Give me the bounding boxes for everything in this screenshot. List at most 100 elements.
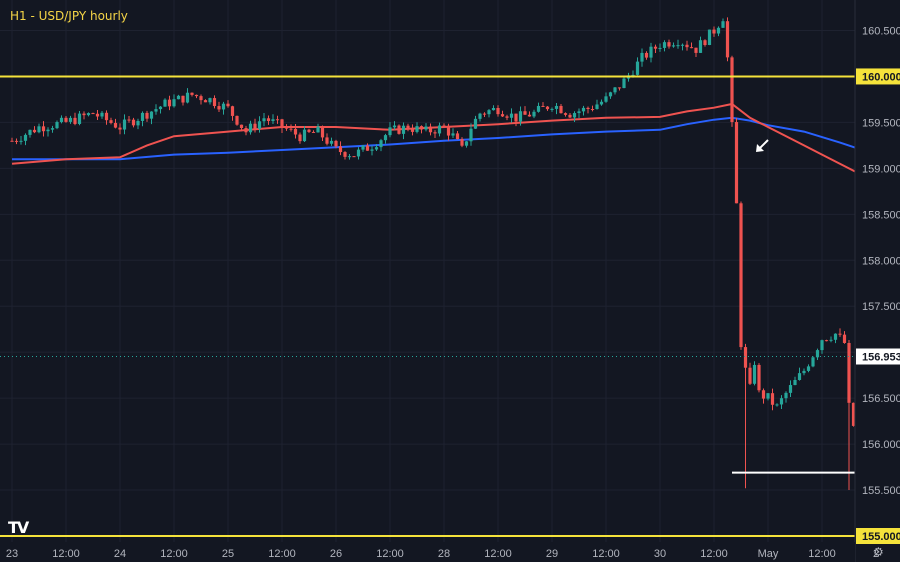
candle-body [10,140,14,142]
candle-body [554,105,559,109]
candle-body [365,145,370,151]
candle-body [599,101,604,105]
candle-body [514,113,518,122]
candle-body [37,126,41,133]
time-tick-label: 23 [6,548,18,560]
time-tick-label: 2 [873,548,879,560]
candle-body [28,129,32,135]
candle-body [698,40,703,53]
candle-body [374,147,379,150]
price-axis[interactable]: 160.500 159.500 159.000 158.500 158.000 157.5… [854,0,900,562]
candle-body [410,129,415,132]
time-tick-label: 25 [222,548,234,560]
settings-icon[interactable]: ⚙ [873,545,884,559]
candle-body [712,29,716,34]
candle-body [302,129,307,142]
candle-body [131,119,136,126]
candle-body [662,42,667,48]
horizontal-levels [0,75,900,537]
candle-body [752,364,757,384]
level-badge [856,528,900,544]
candle-body [41,126,46,132]
level-badge-label: 160.000 [862,71,900,83]
candle-body [293,128,298,135]
candle-body [770,393,775,405]
time-tick-label: 30 [654,548,666,560]
candle-body [64,117,68,122]
candle-body [716,27,721,34]
candle-body [230,106,235,116]
candle-body [172,99,176,107]
candle-body [329,140,334,144]
candle-body [568,114,572,118]
candle-body [311,131,316,133]
time-tick-label: 24 [114,548,126,560]
candle-body [811,357,815,367]
ma-slow-line [12,116,900,163]
candle-body [235,115,239,125]
candle-body [779,398,784,405]
candle-body [32,129,37,133]
candle-body [163,99,167,107]
candle-body [667,42,671,47]
candle-body [545,106,550,110]
candle-body [244,128,248,133]
candle-body [145,112,149,119]
candle-body [676,45,680,47]
candle-body [185,92,190,103]
candle-body [19,140,23,142]
candle-body [527,114,532,117]
level-badge-label: 155.000 [862,531,900,543]
candle-body [428,126,433,133]
candle-body [689,47,694,49]
candle-body [118,127,122,130]
candle-body [766,393,770,399]
candle-body [721,21,725,28]
candle-body [761,390,766,399]
candle-body [194,94,199,97]
candle-body [734,122,739,204]
candle-body [203,100,208,103]
time-tick-label: May [758,548,779,560]
time-axis[interactable]: 23 12:00 24 12:00 25 12:00 26 12:00 28 12:00 29 12:… [0,542,900,562]
candle-body [451,133,455,136]
time-tick-label: 12:00 [592,548,620,560]
time-tick-label: 12:00 [52,548,80,560]
candle-body [370,149,374,151]
candle-body [109,120,113,123]
candle-body [748,367,752,384]
candle-body [190,92,194,95]
candle-body [815,350,820,358]
candle-body [532,111,536,117]
candle-body [824,340,829,342]
candle-body [640,52,644,62]
candle-body [649,46,653,58]
candle-body [757,364,761,391]
candle-body [577,111,581,114]
candle-body [226,103,230,107]
candle-body [140,112,145,121]
candle-body [334,140,338,147]
candle-body [221,103,226,110]
candle-body [559,105,563,114]
chart-title: H1 - USD/JPY hourly [10,9,128,23]
candle-body [316,126,320,133]
candle-body [496,107,500,115]
candle-body [739,203,743,348]
candle-body [406,125,410,130]
price-tick-label: 159.000 [862,163,900,175]
candlesticks [10,17,900,491]
candle-body [842,334,847,343]
candle-body [478,113,482,119]
candle-body [95,113,100,117]
tradingview-logo[interactable]: TV [8,518,29,537]
candle-body [136,120,140,126]
candle-body [586,107,590,110]
candle-body [59,117,64,123]
candle-body [356,149,361,157]
candle-body [694,47,698,53]
candle-body [401,125,406,134]
